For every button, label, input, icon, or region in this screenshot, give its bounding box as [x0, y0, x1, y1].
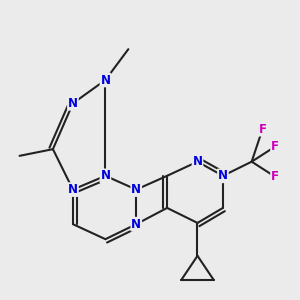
- Text: N: N: [100, 74, 110, 86]
- Text: F: F: [271, 170, 279, 183]
- Text: F: F: [271, 140, 279, 153]
- Text: N: N: [100, 169, 110, 182]
- Text: N: N: [68, 97, 78, 110]
- Text: N: N: [131, 218, 141, 231]
- Text: N: N: [218, 169, 228, 182]
- Text: N: N: [68, 183, 78, 196]
- Text: F: F: [259, 123, 266, 136]
- Text: N: N: [131, 183, 141, 196]
- Text: N: N: [193, 155, 202, 168]
